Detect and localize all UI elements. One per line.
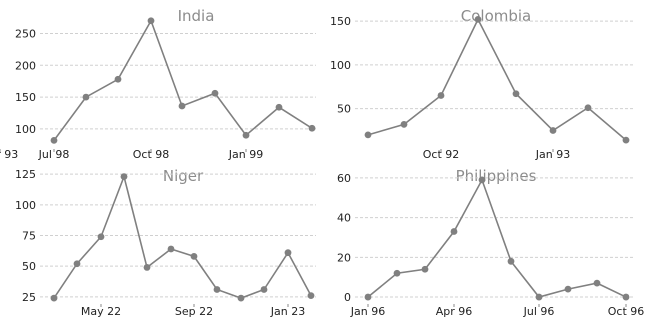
data-point (564, 285, 572, 293)
y-tick-label: 150 (15, 91, 36, 104)
data-point (593, 279, 601, 287)
y-tick-label: 20 (337, 251, 351, 264)
data-point (50, 136, 58, 144)
data-point (474, 15, 482, 23)
data-point (260, 286, 268, 293)
data-point (143, 264, 151, 271)
series-line-colombia (367, 17, 627, 141)
y-tick-label: 250 (15, 27, 36, 40)
data-point (364, 131, 372, 139)
data-point (120, 173, 128, 180)
x-tick-label: Jan 23 (270, 305, 305, 318)
panel-title-niger: Niger (163, 167, 204, 185)
data-point (400, 120, 408, 128)
data-point (507, 257, 515, 265)
data-point (50, 294, 58, 302)
panel-philippines: Philippines 0 20 40 60 Jan 96 Apr 96 Jul 96 Oct … (337, 167, 644, 318)
data-point (393, 269, 401, 277)
panel-india: India 100 150 200 250 Jul 98 Oct 98 Jan 99 (15, 7, 316, 161)
data-point (622, 136, 630, 144)
y-tick-label: 200 (15, 59, 36, 72)
y-tick-label: 40 (337, 212, 351, 225)
x-tick-label: Sep 22 (175, 305, 213, 318)
data-point (167, 245, 175, 253)
x-tick-label: Oct 96 (608, 305, 645, 318)
data-point (237, 294, 245, 302)
data-point (450, 228, 458, 235)
data-point (307, 292, 315, 300)
y-tick-label: 100 (15, 123, 36, 136)
data-point (622, 293, 630, 301)
data-point (114, 75, 122, 83)
y-tick-label: 150 (330, 15, 351, 28)
panel-title-india: India (178, 7, 215, 25)
y-tick-label: 75 (22, 230, 36, 243)
y-tick-label: 50 (22, 260, 36, 273)
data-point (213, 286, 221, 293)
y-tick-label: 25 (22, 291, 36, 304)
data-point (211, 89, 219, 97)
x-tick-label: Jul 96 (523, 305, 555, 318)
x-tick-label: Jan 93 (535, 148, 570, 161)
data-point (584, 104, 592, 112)
data-point (364, 293, 372, 301)
data-point (284, 249, 292, 257)
data-point (147, 17, 155, 25)
panel-niger: Niger 25 50 75 100 125 May 22 Sep 22 Jan 23 (15, 167, 316, 318)
y-tick-label: 100 (15, 199, 36, 212)
x-tick-label: Jul 98 (38, 148, 70, 161)
data-point (421, 265, 429, 273)
y-tick-label: 125 (15, 168, 36, 181)
data-point (275, 103, 283, 111)
x-tick-label: Apr 96 (436, 305, 473, 318)
data-point (82, 93, 90, 101)
data-point (437, 92, 445, 99)
data-point (478, 176, 486, 184)
data-point (549, 127, 557, 134)
series-line-niger (53, 173, 312, 299)
panel-title-colombia: Colombia (461, 7, 532, 25)
x-tick-label: Oct 98 (133, 148, 170, 161)
series-line-philippines (367, 177, 627, 298)
series-line-india (53, 18, 313, 141)
x-tick-label: May 22 (81, 305, 121, 318)
x-tick-label: Apr 93 (0, 148, 18, 161)
data-point (242, 131, 250, 139)
data-point (308, 124, 316, 132)
x-tick-label: Jan 99 (228, 148, 263, 161)
data-point (73, 260, 81, 268)
y-tick-label: 50 (337, 103, 351, 116)
y-tick-label: 60 (337, 172, 351, 185)
data-point (178, 102, 186, 110)
data-point (97, 233, 105, 241)
panel-colombia: Colombia 50 100 150 Oct 92 Jan 93 Apr 93 (0, 7, 634, 161)
y-tick-label: 0 (344, 291, 351, 304)
data-point (535, 293, 543, 301)
x-tick-label: Oct 92 (423, 148, 460, 161)
y-tick-label: 100 (330, 59, 351, 72)
data-point (512, 90, 520, 98)
data-point (190, 252, 198, 260)
panel-title-philippines: Philippines (456, 167, 537, 185)
x-tick-label: Jan 96 (350, 305, 385, 318)
